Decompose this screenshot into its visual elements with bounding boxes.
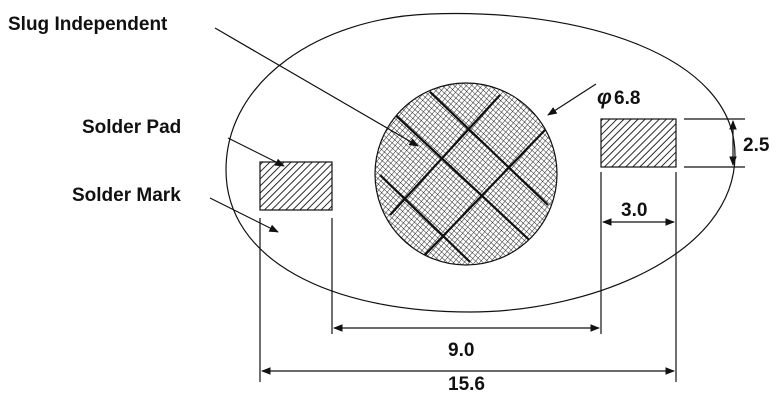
pad-width-value: 3.0 [621,200,647,221]
slug-independent-label: Slug Independent [8,14,168,35]
mark-leader [209,197,279,233]
slug-leader [214,27,419,147]
solder-mark-label: Solder Mark [72,185,181,206]
pad-height-value: 2.5 [743,135,770,156]
pad-leader [227,137,285,167]
diameter-value: 6.8 [614,88,640,109]
solder-pad-right [600,118,677,168]
pad-gap-value: 9.0 [448,340,474,361]
diameter-leader [547,83,597,116]
diameter-symbol: φ [597,86,612,109]
solder-pad-label: Solder Pad [82,117,181,138]
solder-pad-left [259,161,333,211]
solder-mask-outline [225,12,736,313]
slug-pad [374,82,558,266]
overall-value: 15.6 [448,374,485,394]
